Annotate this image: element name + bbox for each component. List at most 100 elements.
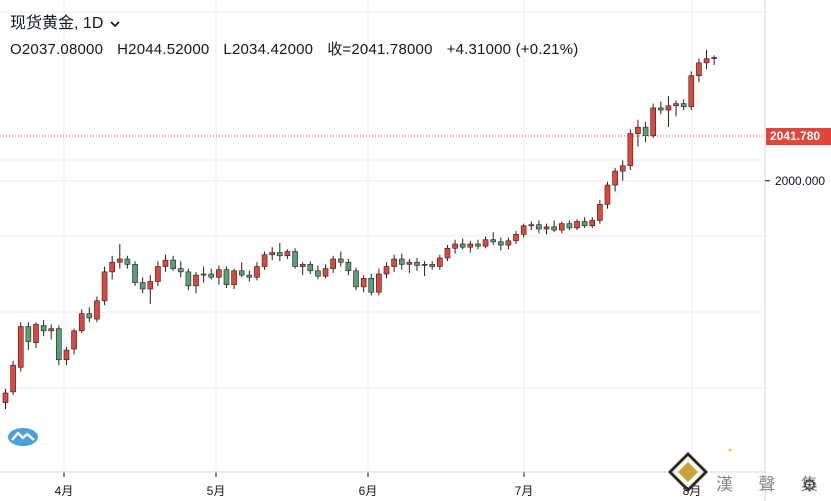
- candle[interactable]: [635, 119, 641, 147]
- candle[interactable]: [482, 236, 489, 249]
- candle[interactable]: [360, 275, 367, 293]
- candle[interactable]: [558, 221, 565, 234]
- candle[interactable]: [528, 221, 535, 231]
- candle[interactable]: [216, 265, 222, 285]
- chevron-down-icon[interactable]: [110, 20, 120, 28]
- candle[interactable]: [353, 267, 359, 291]
- candle[interactable]: [162, 254, 169, 272]
- candle[interactable]: [414, 257, 420, 271]
- candle[interactable]: [177, 261, 184, 278]
- candle[interactable]: [238, 262, 245, 278]
- candle[interactable]: [40, 320, 47, 337]
- candle[interactable]: [589, 217, 596, 228]
- candle[interactable]: [292, 248, 298, 269]
- candle[interactable]: [497, 237, 504, 251]
- candle[interactable]: [56, 325, 62, 366]
- candle[interactable]: [25, 322, 32, 351]
- candle[interactable]: [322, 264, 329, 279]
- candle[interactable]: [437, 254, 443, 270]
- candle[interactable]: [345, 259, 352, 276]
- candle[interactable]: [536, 220, 542, 234]
- candle[interactable]: [383, 262, 390, 279]
- candle[interactable]: [566, 220, 573, 231]
- candle[interactable]: [269, 247, 276, 261]
- candle[interactable]: [551, 220, 557, 233]
- candle[interactable]: [132, 261, 138, 286]
- candle[interactable]: [10, 360, 16, 396]
- candle[interactable]: [277, 242, 283, 262]
- candle[interactable]: [711, 55, 717, 66]
- candle[interactable]: [574, 219, 580, 231]
- candle[interactable]: [86, 307, 93, 323]
- candle[interactable]: [185, 268, 192, 291]
- gear-icon[interactable]: ⚙: [802, 476, 818, 495]
- candle[interactable]: [63, 346, 70, 366]
- candle[interactable]: [170, 255, 176, 271]
- candle[interactable]: [200, 266, 207, 283]
- candle[interactable]: [299, 262, 306, 276]
- candle[interactable]: [627, 129, 634, 171]
- candle[interactable]: [444, 245, 451, 262]
- candle[interactable]: [665, 96, 672, 128]
- candle[interactable]: [696, 58, 702, 83]
- candle[interactable]: [619, 160, 626, 181]
- candle[interactable]: [406, 259, 413, 273]
- candle[interactable]: [459, 238, 466, 250]
- candle[interactable]: [597, 200, 603, 224]
- candle[interactable]: [117, 244, 123, 269]
- candle[interactable]: [581, 217, 588, 228]
- candle[interactable]: [543, 223, 550, 235]
- candle[interactable]: [505, 237, 512, 250]
- candle[interactable]: [78, 309, 85, 333]
- candle[interactable]: [398, 253, 405, 270]
- candle[interactable]: [315, 265, 321, 280]
- candle[interactable]: [231, 268, 237, 290]
- candle[interactable]: [490, 232, 496, 246]
- candle[interactable]: [155, 261, 161, 286]
- candle[interactable]: [475, 239, 481, 250]
- candle[interactable]: [223, 266, 230, 288]
- candle[interactable]: [284, 249, 291, 260]
- candle[interactable]: [368, 274, 375, 296]
- candle[interactable]: [604, 181, 611, 209]
- candle[interactable]: [147, 275, 154, 305]
- candle[interactable]: [71, 328, 77, 355]
- candle[interactable]: [48, 324, 55, 340]
- candle[interactable]: [193, 271, 199, 294]
- symbol-name[interactable]: 现货黄金: [10, 15, 75, 32]
- candle[interactable]: [337, 251, 344, 267]
- candle[interactable]: [612, 167, 618, 192]
- candle[interactable]: [452, 239, 458, 254]
- candle[interactable]: [429, 261, 436, 270]
- candle[interactable]: [513, 231, 519, 244]
- candle[interactable]: [330, 255, 336, 273]
- candle[interactable]: [688, 71, 695, 111]
- candle[interactable]: [307, 261, 314, 275]
- candle[interactable]: [467, 240, 474, 253]
- candle[interactable]: [101, 266, 108, 306]
- candle[interactable]: [17, 322, 24, 372]
- candle[interactable]: [673, 100, 679, 117]
- candle[interactable]: [658, 101, 664, 115]
- candle[interactable]: [139, 277, 146, 294]
- candle[interactable]: [33, 322, 39, 348]
- candle[interactable]: [109, 255, 115, 280]
- candle[interactable]: [680, 99, 687, 111]
- candle[interactable]: [261, 251, 268, 270]
- candle[interactable]: [421, 261, 428, 277]
- candle[interactable]: [246, 270, 253, 282]
- candle[interactable]: [254, 262, 260, 281]
- candle[interactable]: [650, 103, 657, 138]
- candle[interactable]: [642, 121, 649, 143]
- candle[interactable]: [703, 50, 710, 70]
- interval-label[interactable]: 1D: [82, 15, 104, 32]
- candle[interactable]: [520, 223, 527, 238]
- tradingview-cloud-icon[interactable]: [6, 424, 40, 448]
- candle[interactable]: [376, 268, 382, 296]
- candle[interactable]: [124, 255, 131, 269]
- candle[interactable]: [391, 254, 397, 272]
- candle[interactable]: [208, 268, 215, 280]
- candle[interactable]: [2, 388, 9, 410]
- candle[interactable]: [94, 296, 100, 323]
